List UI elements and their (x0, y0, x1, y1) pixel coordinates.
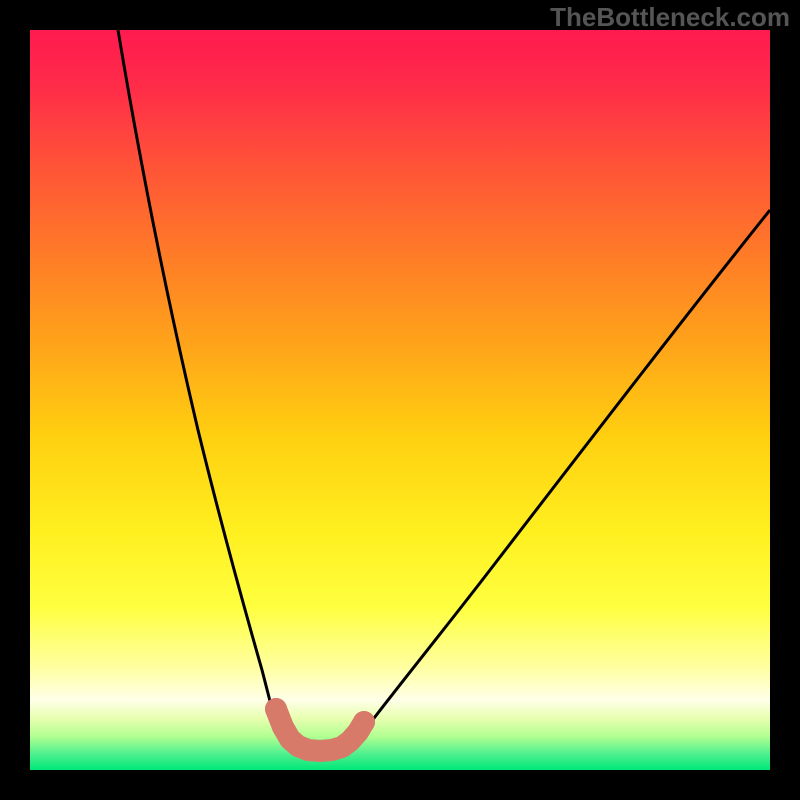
bottom-link-dot-right (353, 711, 375, 733)
gradient-background (30, 30, 770, 770)
plot-area (30, 30, 770, 770)
bottom-link-dot-left (265, 698, 287, 720)
chart-svg (30, 30, 770, 770)
watermark-text: TheBottleneck.com (550, 2, 790, 33)
chart-container: TheBottleneck.com (0, 0, 800, 800)
